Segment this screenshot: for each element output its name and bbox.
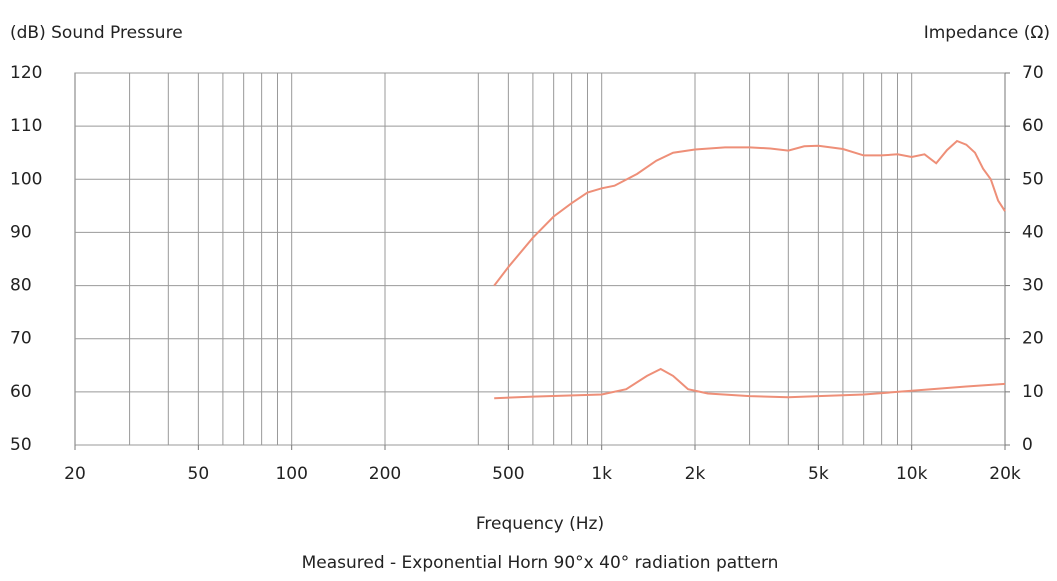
y-tick-label: 60 [10,382,32,402]
y-tick-label: 50 [10,435,32,455]
y2-tick-label: 30 [1022,276,1044,296]
x-tick-label: 20k [989,464,1021,484]
y2-tick-label: 20 [1022,329,1044,349]
x-tick-label: 1k [591,464,612,484]
x-axis-label: Frequency (Hz) [476,514,604,534]
y-tick-label: 90 [10,222,32,242]
x-tick-label: 20 [64,464,86,484]
y2-axis-label: Impedance (Ω) [924,23,1050,43]
x-tick-label: 50 [188,464,210,484]
y2-tick-label: 0 [1022,435,1033,455]
x-tick-label: 10k [896,464,928,484]
caption: Measured - Exponential Horn 90°x 40° rad… [302,553,779,573]
data-line [494,367,1006,400]
y-tick-label: 80 [10,276,32,296]
x-tick-label: 500 [492,464,524,484]
plot-frame [74,72,1006,446]
y2-tick-label: 60 [1022,116,1044,136]
y-tick-label: 70 [10,329,32,349]
y2-tick-label: 40 [1022,222,1044,242]
y-axis-label: (dB) Sound Pressure [10,23,183,43]
x-tick-label: 5k [808,464,829,484]
x-tick-label: 2k [685,464,706,484]
y-tick-label: 120 [10,63,42,83]
y2-tick-label: 10 [1022,382,1044,402]
y2-tick-label: 70 [1022,63,1044,83]
x-tick-label: 200 [369,464,401,484]
y2-tick-label: 50 [1022,169,1044,189]
data-line [493,139,1006,287]
y-tick-label: 100 [10,169,42,189]
y-tick-label: 110 [10,116,42,136]
x-tick-label: 100 [275,464,307,484]
